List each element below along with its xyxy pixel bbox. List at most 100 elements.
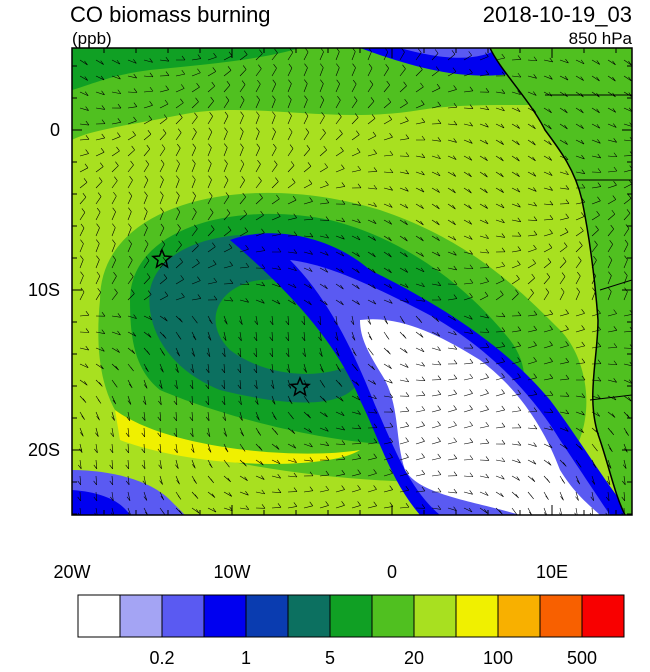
wind-barb [270, 379, 275, 389]
wind-barb [511, 72, 522, 78]
wind-barb [95, 363, 104, 370]
wind-barb [575, 459, 582, 468]
wind-barb [367, 219, 377, 225]
wind-barb [415, 469, 426, 477]
wind-barb [287, 144, 294, 157]
wind-barb [495, 203, 505, 209]
wind-barb [543, 309, 554, 317]
wind-barb [255, 228, 265, 237]
wind-barb [191, 459, 196, 469]
wind-barb [527, 230, 538, 237]
wind-barb [575, 443, 583, 451]
wind-barb [319, 198, 330, 205]
wind-barb [271, 230, 282, 237]
wind-barb [399, 283, 409, 288]
wind-barb [559, 75, 569, 81]
wind-barb [591, 75, 600, 82]
wind-barb [559, 287, 565, 301]
wind-barb [191, 347, 196, 357]
wind-barb [607, 427, 615, 436]
wind-barb [271, 48, 278, 61]
wind-barb [559, 199, 570, 205]
wind-barb [239, 50, 248, 61]
wind-barb [254, 379, 258, 390]
wind-barb [607, 287, 612, 301]
wind-barb [271, 282, 281, 288]
wind-barb [191, 191, 196, 205]
wind-barb [335, 395, 344, 402]
wind-barb [271, 299, 281, 305]
wind-barb [142, 395, 147, 405]
colorbar-label: 100 [483, 648, 513, 667]
wind-barb [335, 379, 343, 387]
wind-barb [431, 137, 442, 142]
wind-barb [447, 454, 458, 461]
wind-barb [207, 491, 216, 498]
wind-barb [319, 441, 330, 446]
wind-barb [431, 281, 442, 286]
wind-barb [415, 203, 424, 209]
wind-barb [479, 342, 490, 349]
wind-barb [205, 363, 210, 374]
wind-barb [431, 219, 440, 226]
wind-barb [495, 373, 505, 381]
wind-barb [543, 341, 553, 349]
wind-barb [335, 146, 344, 157]
wind-barb [159, 85, 169, 93]
wind-barb [351, 218, 361, 224]
wind-barb [527, 491, 534, 500]
wind-barb [415, 504, 426, 509]
wind-barb [351, 201, 362, 206]
wind-barb [111, 288, 118, 301]
wind-barb [223, 296, 234, 302]
wind-barb [303, 501, 313, 509]
wind-barb [159, 291, 169, 301]
wind-barb [591, 182, 602, 189]
wind-barb [605, 491, 610, 502]
wind-barb [351, 235, 361, 241]
wind-barb [191, 97, 199, 109]
wind-barb [175, 128, 182, 141]
wind-barb [351, 267, 360, 274]
wind-barb [622, 459, 627, 469]
wind-barb [143, 144, 151, 157]
wind-barb [511, 389, 521, 397]
wind-barb [351, 331, 356, 341]
wind-barb [111, 363, 119, 371]
wind-barb [127, 73, 137, 79]
wind-barb [559, 357, 570, 365]
wind-barb [431, 421, 441, 429]
wind-barb [447, 389, 457, 397]
wind-barb [303, 395, 310, 404]
wind-barb [237, 347, 242, 358]
wind-barb [383, 267, 392, 274]
wind-barb [95, 207, 101, 221]
wind-barb [527, 91, 537, 96]
wind-barb [399, 219, 408, 226]
wind-barb [125, 427, 130, 438]
wind-barb [79, 310, 90, 317]
wind-barb [383, 115, 393, 125]
wind-barb [543, 215, 554, 221]
wind-barb [431, 66, 440, 77]
wind-barb [319, 79, 324, 93]
wind-barb [159, 475, 163, 485]
wind-barb [575, 287, 580, 301]
wind-barb [559, 325, 569, 333]
wind-barb [495, 475, 505, 480]
frame-ticks [71, 48, 632, 515]
wind-barb [271, 247, 282, 253]
wind-barb [127, 331, 137, 337]
wind-barb [334, 331, 339, 341]
wind-barb [543, 229, 553, 237]
wind-barb [303, 471, 314, 477]
wind-barb [271, 395, 276, 405]
wind-barb [207, 159, 212, 173]
wind-barb [127, 59, 137, 64]
wind-barb [158, 395, 162, 406]
wind-barb [127, 347, 136, 355]
wind-barb [286, 363, 291, 373]
wind-barb [415, 297, 426, 302]
wind-barb [285, 331, 289, 342]
wind-barb [575, 271, 581, 285]
